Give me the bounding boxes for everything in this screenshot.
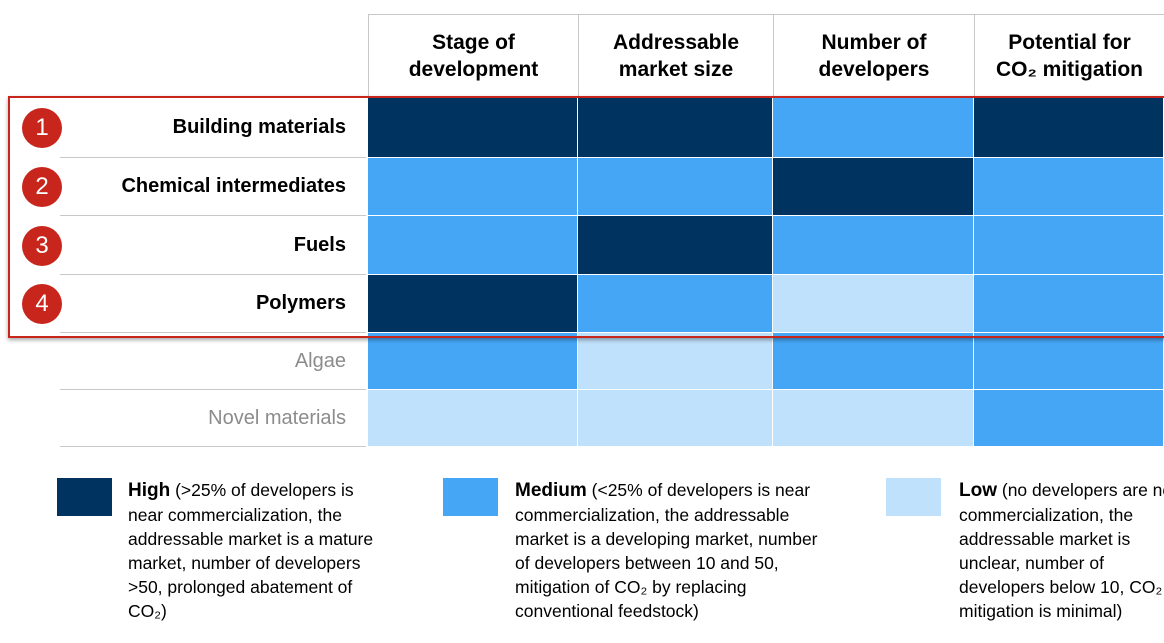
row-label: Building materials	[60, 98, 366, 158]
rating-cell	[578, 98, 773, 158]
rating-cell	[773, 98, 974, 158]
rating-cell	[974, 98, 1164, 158]
row-number: 1	[22, 108, 62, 148]
rating-cell	[368, 216, 578, 275]
legend-text: Low (no developers are near commercializ…	[959, 478, 1164, 623]
row-label: Chemical intermediates	[60, 158, 366, 216]
rating-cell	[974, 216, 1164, 275]
legend-swatch	[886, 478, 941, 516]
column-header: Potential for CO₂ mitigation	[974, 14, 1164, 96]
rating-cell	[773, 158, 974, 216]
legend-swatch	[443, 478, 498, 516]
rating-cell	[578, 390, 773, 447]
rating-cell	[368, 275, 578, 333]
row-number: 2	[22, 167, 62, 207]
column-header: Number of developers	[773, 14, 974, 96]
legend-text: Medium (<25% of developers is near comme…	[515, 478, 835, 623]
row-label: Fuels	[60, 216, 366, 275]
rating-cell	[773, 216, 974, 275]
column-header: Stage of development	[368, 14, 578, 96]
rating-cell	[368, 98, 578, 158]
row-label: Polymers	[60, 275, 366, 333]
legend-text: High (>25% of developers is near commerc…	[128, 478, 378, 623]
legend-title: Medium	[515, 480, 587, 501]
rating-cell	[773, 275, 974, 333]
rating-cell	[368, 158, 578, 216]
rating-cell	[773, 333, 974, 390]
row-number: 4	[22, 284, 62, 324]
rating-cell	[974, 158, 1164, 216]
column-header: Addressable market size	[578, 14, 773, 96]
rating-cell	[578, 333, 773, 390]
rating-cell	[974, 333, 1164, 390]
rating-cell	[773, 390, 974, 447]
legend-swatch	[57, 478, 112, 516]
legend-title: Low	[959, 480, 997, 501]
rating-cell	[578, 158, 773, 216]
rating-cell	[368, 390, 578, 447]
legend-title: High	[128, 480, 171, 501]
row-label: Novel materials	[60, 390, 366, 447]
rating-cell	[974, 390, 1164, 447]
row-label: Algae	[60, 333, 366, 390]
legend-description: (>25% of developers is near commercializ…	[128, 480, 374, 621]
rating-cell	[578, 216, 773, 275]
row-number: 3	[22, 225, 62, 266]
rating-cell	[974, 275, 1164, 333]
legend-description: (<25% of developers is near commercializ…	[515, 480, 818, 621]
rating-cell	[368, 333, 578, 390]
rating-cell	[578, 275, 773, 333]
legend-description: (no developers are near commercializatio…	[959, 480, 1164, 621]
